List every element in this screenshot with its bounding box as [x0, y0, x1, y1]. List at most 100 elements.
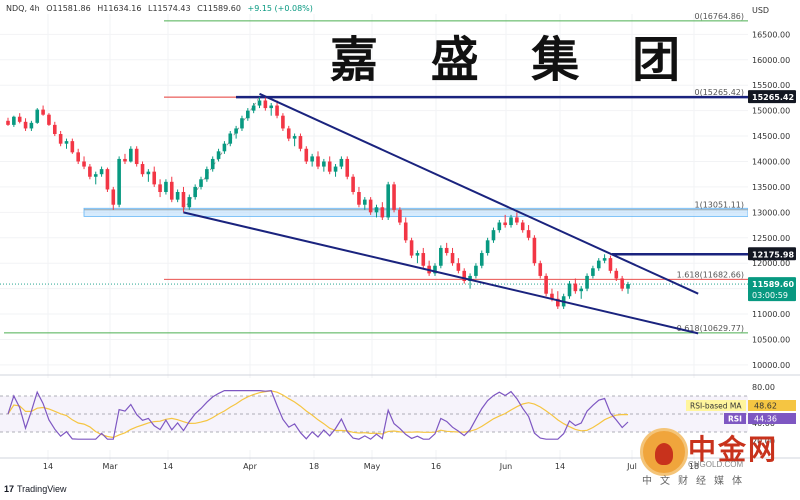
candle-body[interactable] [234, 128, 238, 134]
candle-body[interactable] [257, 100, 262, 106]
candle-body[interactable] [199, 179, 203, 187]
candle-body[interactable] [35, 109, 40, 123]
candle-body[interactable] [614, 270, 619, 279]
candle-body[interactable] [386, 184, 390, 218]
candle-body[interactable] [269, 105, 274, 109]
candle-body[interactable] [93, 174, 98, 177]
candle-body[interactable] [351, 176, 355, 192]
candle-body[interactable] [380, 207, 385, 218]
current-price-tag[interactable] [748, 277, 796, 302]
rsi-ma-line[interactable] [7, 390, 629, 439]
candle-body[interactable] [474, 265, 478, 276]
candle-body[interactable] [357, 192, 361, 205]
candle-body[interactable] [210, 158, 215, 170]
price-tag[interactable] [748, 247, 796, 261]
candle-body[interactable] [228, 133, 233, 144]
candle-body[interactable] [275, 105, 279, 116]
candle-body[interactable] [246, 110, 250, 119]
candle-body[interactable] [216, 151, 221, 159]
candle-body[interactable] [281, 115, 285, 129]
candle-body[interactable] [263, 100, 268, 109]
candle-body[interactable] [573, 283, 578, 292]
candle-body[interactable] [596, 260, 601, 269]
trendline-lower-channel[interactable] [183, 211, 699, 335]
candle-body[interactable] [544, 275, 548, 294]
candle-body[interactable] [468, 275, 472, 281]
candle-body[interactable] [134, 148, 139, 165]
candle-body[interactable] [602, 258, 607, 261]
symbol-label[interactable]: NDQ, 4h [6, 4, 40, 13]
candle-body[interactable] [368, 199, 373, 213]
candle-body[interactable] [52, 124, 57, 135]
rsi-line[interactable] [7, 389, 629, 440]
candle-body[interactable] [509, 217, 513, 226]
candle-body[interactable] [444, 247, 449, 254]
candle-body[interactable] [316, 156, 320, 167]
candle-body[interactable] [105, 169, 110, 190]
candle-body[interactable] [129, 148, 133, 162]
candle-body[interactable] [339, 158, 344, 167]
candle-body[interactable] [403, 222, 408, 241]
candle-body[interactable] [398, 209, 402, 223]
candle-body[interactable] [41, 109, 45, 115]
candle-body[interactable] [415, 253, 420, 256]
candle-body[interactable] [608, 258, 613, 271]
candle-body[interactable] [439, 247, 443, 266]
candle-body[interactable] [626, 284, 630, 289]
candle-body[interactable] [526, 230, 531, 238]
candle-body[interactable] [345, 158, 350, 177]
candle-body[interactable] [298, 136, 303, 149]
candle-body[interactable] [304, 148, 309, 162]
candle-body[interactable] [140, 164, 145, 175]
candle-body[interactable] [181, 192, 186, 208]
candle-body[interactable] [520, 222, 525, 231]
candle-body[interactable] [222, 143, 227, 152]
candle-body[interactable] [310, 156, 314, 162]
candle-body[interactable] [58, 134, 63, 144]
candle-body[interactable] [158, 184, 162, 192]
candle-body[interactable] [567, 283, 572, 297]
candle-body[interactable] [152, 171, 157, 185]
candle-body[interactable] [88, 166, 92, 177]
candle-body[interactable] [193, 186, 197, 198]
candle-body[interactable] [29, 122, 34, 129]
candle-body[interactable] [538, 263, 543, 276]
candle-body[interactable] [292, 136, 297, 139]
tradingview-logo[interactable]: 17 TradingView [4, 484, 67, 494]
candle-body[interactable] [164, 181, 168, 192]
candle-body[interactable] [117, 158, 121, 205]
candle-body[interactable] [421, 253, 426, 266]
candle-body[interactable] [550, 293, 554, 299]
candle-body[interactable] [99, 169, 104, 175]
candle-body[interactable] [169, 181, 174, 200]
candle-body[interactable] [515, 217, 519, 223]
candle-body[interactable] [456, 263, 461, 271]
candle-body[interactable] [433, 265, 437, 274]
candle-body[interactable] [327, 161, 332, 172]
candle-body[interactable] [123, 158, 127, 162]
candle-body[interactable] [251, 105, 256, 111]
candle-body[interactable] [503, 222, 507, 226]
candle-body[interactable] [579, 288, 584, 292]
candle-body[interactable] [620, 278, 624, 289]
candle-body[interactable] [322, 161, 326, 167]
candle-body[interactable] [485, 240, 490, 254]
candle-body[interactable] [205, 169, 209, 180]
candle-body[interactable] [76, 152, 80, 162]
candle-body[interactable] [532, 237, 537, 264]
candle-body[interactable] [362, 199, 367, 205]
candle-body[interactable] [462, 270, 467, 281]
candle-body[interactable] [70, 141, 75, 153]
candle-body[interactable] [82, 161, 86, 167]
candle-body[interactable] [23, 121, 28, 129]
candle-body[interactable] [111, 189, 116, 205]
candle-body[interactable] [17, 116, 22, 122]
candle-body[interactable] [450, 253, 455, 264]
candle-body[interactable] [409, 240, 414, 256]
candle-body[interactable] [286, 128, 291, 139]
candle-body[interactable] [146, 171, 151, 175]
candle-body[interactable] [585, 275, 589, 289]
candle-body[interactable] [392, 184, 396, 210]
price-tag[interactable] [748, 90, 796, 104]
